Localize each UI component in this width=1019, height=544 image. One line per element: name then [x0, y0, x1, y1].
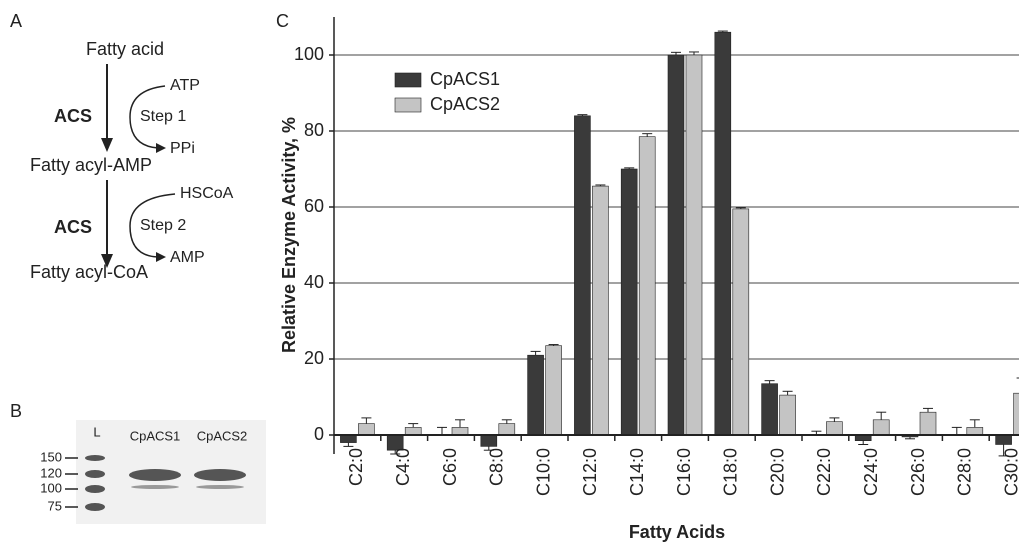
y-axis-title: Relative Enzyme Activity, % — [279, 117, 299, 353]
arrow-head — [156, 143, 166, 153]
y-tick-label: 60 — [304, 196, 324, 216]
bar — [546, 346, 562, 435]
x-tick-label: C12:0 — [580, 448, 600, 496]
bar — [920, 412, 936, 435]
marker-label: 100 — [40, 480, 62, 495]
bar — [592, 186, 608, 435]
x-tick-label: C22:0 — [814, 448, 834, 496]
pathway-enzyme: ACS — [54, 106, 92, 126]
x-tick-label: C28:0 — [955, 448, 975, 496]
bar — [499, 424, 515, 435]
y-tick-label: 40 — [304, 272, 324, 292]
figure: A Fatty acid ACS ATP Step 1 PPi Fatty ac… — [0, 0, 1019, 544]
lane-label: CpACS2 — [197, 428, 248, 443]
pathway-text: HSCoA — [180, 185, 234, 202]
bar — [733, 209, 749, 435]
pathway-text: ATP — [170, 77, 200, 94]
x-tick-label: C20:0 — [767, 448, 787, 496]
x-tick-label: C26:0 — [908, 448, 928, 496]
x-tick-label: C4:0 — [393, 448, 413, 486]
pathway-text: PPi — [170, 140, 195, 157]
x-tick-label: C24:0 — [861, 448, 881, 496]
marker-label: 150 — [40, 449, 62, 464]
bar — [340, 435, 356, 443]
y-tick-label: 100 — [294, 44, 324, 64]
arrow-head — [156, 252, 166, 262]
legend-label: CpACS2 — [430, 94, 500, 114]
bar — [780, 395, 796, 435]
arrow-head — [101, 138, 113, 152]
bar — [528, 355, 544, 435]
bar — [996, 435, 1012, 445]
bar — [452, 427, 468, 435]
bar — [668, 55, 684, 435]
bar — [574, 116, 590, 435]
bar — [826, 422, 842, 435]
bar — [405, 427, 421, 435]
bar — [762, 384, 778, 435]
bar — [481, 435, 497, 446]
bar — [873, 420, 889, 435]
bar — [639, 137, 655, 435]
x-tick-label: C2:0 — [346, 448, 366, 486]
marker-label: 120 — [40, 465, 62, 480]
y-tick-label: 20 — [304, 348, 324, 368]
legend-swatch — [395, 73, 421, 87]
bar — [967, 427, 983, 435]
pathway-text: Fatty acyl-AMP — [30, 155, 152, 175]
lane-label: L — [93, 424, 100, 439]
x-tick-label: C10:0 — [533, 448, 553, 496]
legend-swatch — [395, 98, 421, 112]
legend-label: CpACS1 — [430, 69, 500, 89]
pathway-text: Step 1 — [140, 108, 186, 125]
bar — [358, 424, 374, 435]
x-tick-label: C16:0 — [674, 448, 694, 496]
x-tick-label: C30:0 — [1001, 448, 1019, 496]
x-axis-title: Fatty Acids — [629, 522, 725, 542]
pathway-text: AMP — [170, 249, 205, 266]
y-tick-label: 0 — [314, 424, 324, 444]
bar — [621, 169, 637, 435]
pathway-text: Step 2 — [140, 217, 186, 234]
pathway-enzyme: ACS — [54, 217, 92, 237]
x-tick-label: C14:0 — [627, 448, 647, 496]
bar — [387, 435, 403, 450]
y-tick-label: 80 — [304, 120, 324, 140]
bar — [686, 55, 702, 435]
lane-label: CpACS1 — [130, 428, 181, 443]
x-tick-label: C18:0 — [721, 448, 741, 496]
panel-label: B — [10, 401, 22, 421]
x-tick-label: C6:0 — [440, 448, 460, 486]
bar — [715, 32, 731, 435]
x-tick-label: C8:0 — [487, 448, 507, 486]
pathway-text: Fatty acyl-CoA — [30, 262, 148, 282]
marker-label: 75 — [48, 498, 62, 513]
panel-label: A — [10, 11, 22, 31]
pathway-text: Fatty acid — [86, 39, 164, 59]
bar — [1014, 393, 1019, 435]
panel-label: C — [276, 11, 289, 31]
